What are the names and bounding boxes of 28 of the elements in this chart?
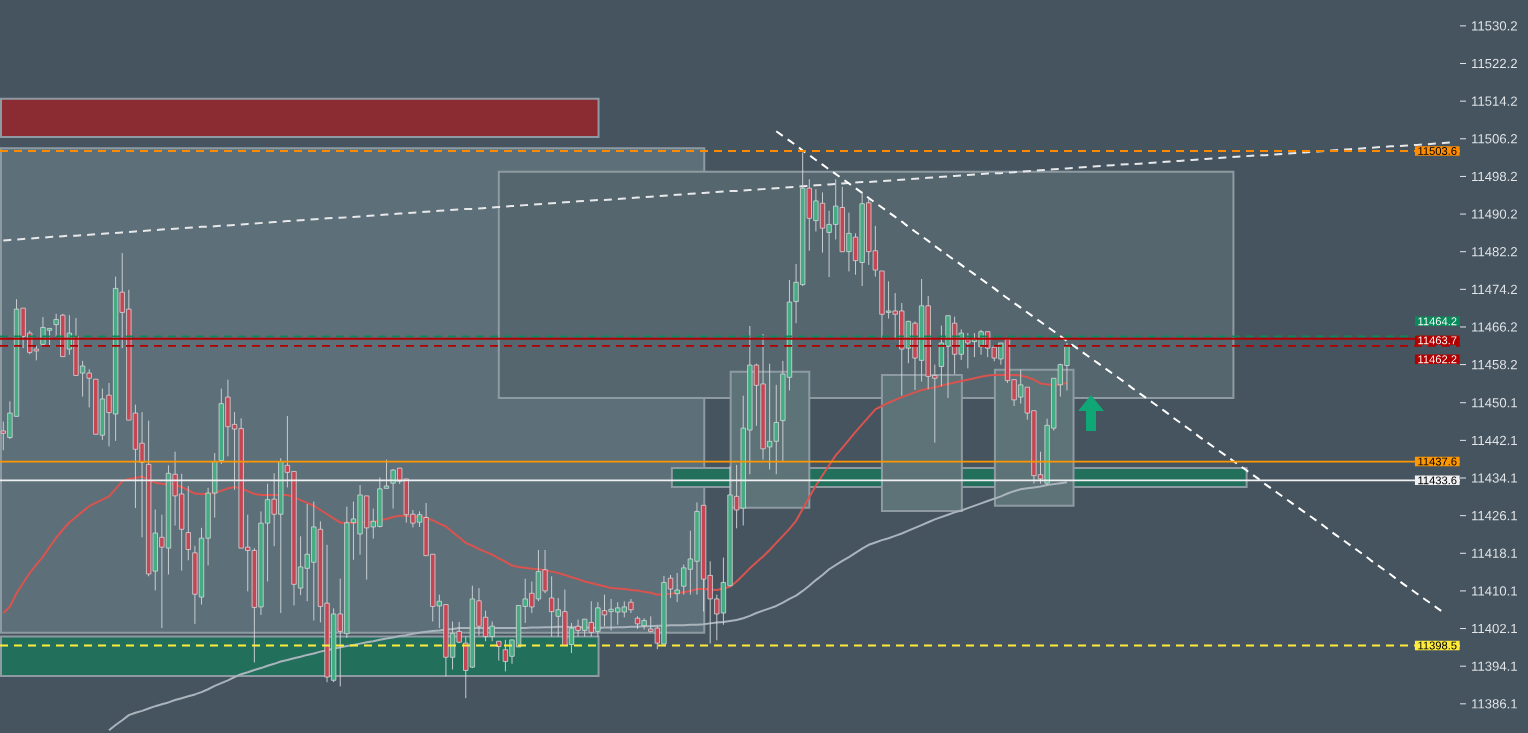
legend-label: 11462.2 [1418, 355, 1457, 364]
y-tick-label: 11506.2 [1472, 134, 1517, 144]
candlestick [496, 640, 502, 661]
y-tick-label: 11514.2 [1472, 96, 1517, 106]
y-tick-label: 11418.1 [1472, 548, 1517, 558]
y-tick-label: 11434.1 [1472, 473, 1517, 483]
ref-line-label: 11464.2 [1418, 317, 1457, 326]
y-tick-label: 11482.2 [1472, 247, 1517, 257]
y-tick-label: 11458.2 [1472, 359, 1517, 370]
y-tick-label: 11466.2 [1472, 322, 1517, 332]
candlestick [185, 485, 191, 561]
ref-line-label: 11463.7 [1418, 336, 1457, 345]
y-tick-label: 11386.1 [1472, 699, 1517, 709]
y-tick-label: 11474.2 [1472, 284, 1517, 294]
ref-line-label: 11503.6 [1418, 147, 1457, 155]
ref-line-label: 11437.6 [1418, 457, 1457, 466]
y-tick-label: 11410.1 [1472, 586, 1517, 596]
y-tick-label: 11490.2 [1472, 209, 1517, 219]
ref-line-label: 11433.6 [1418, 476, 1457, 485]
y-tick-label: 11530.2 [1472, 21, 1517, 31]
y-tick-label: 11426.1 [1472, 510, 1517, 521]
y-tick-label: 11394.1 [1472, 661, 1517, 671]
y-tick-label: 11402.1 [1472, 623, 1517, 634]
y-tick-label: 11442.1 [1472, 435, 1517, 445]
y-tick-label: 11522.2 [1472, 58, 1517, 69]
ref-line-label: 11398.5 [1418, 641, 1457, 650]
y-tick-label: 11498.2 [1472, 171, 1517, 182]
y-tick-label: 11450.1 [1472, 398, 1517, 408]
